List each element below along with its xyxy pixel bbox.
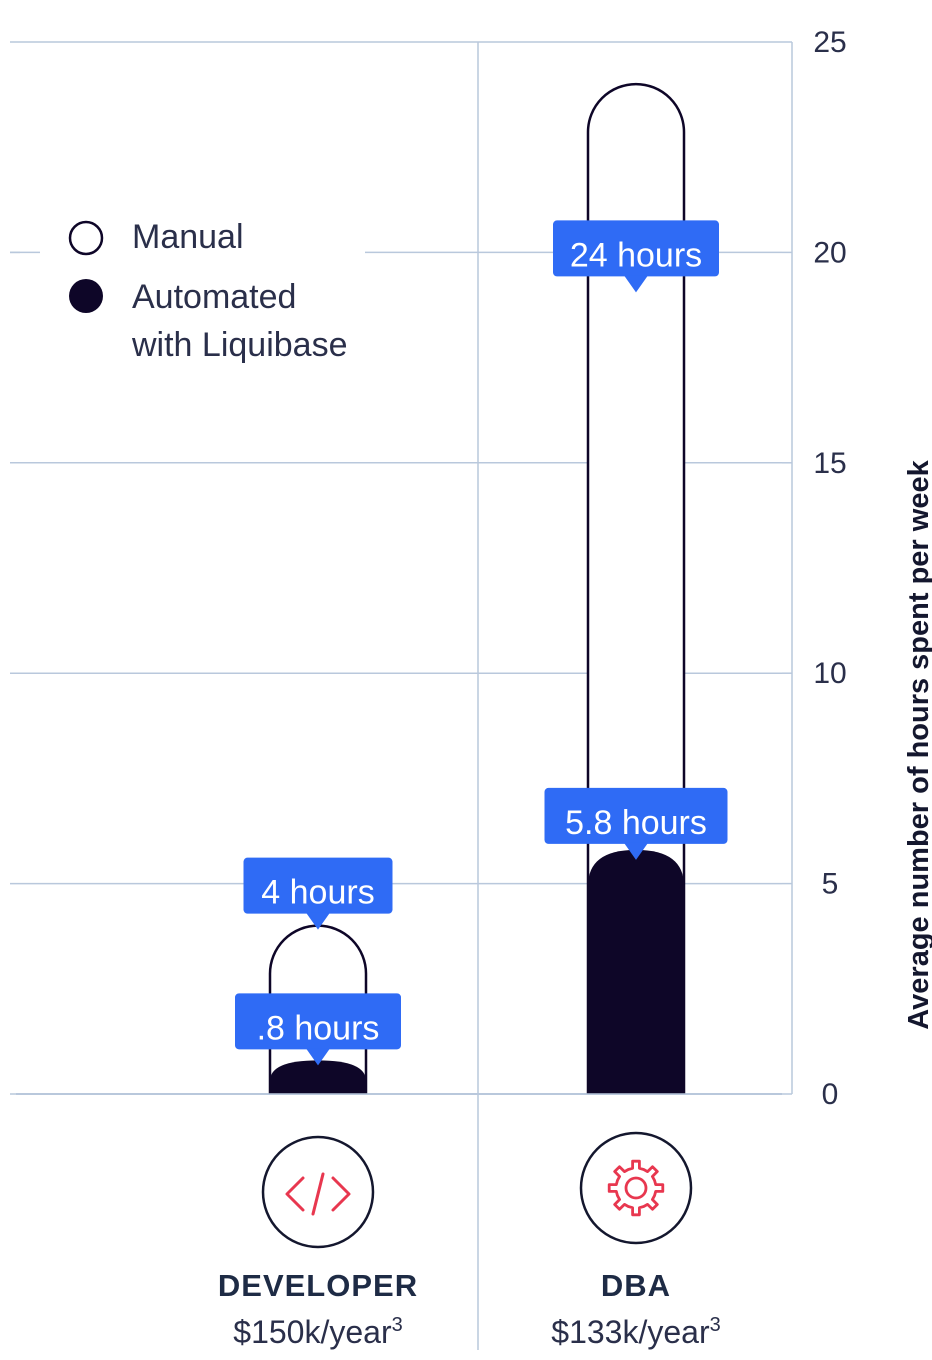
code-icon: [261, 1135, 375, 1249]
tick-label-0: 0: [822, 1078, 839, 1111]
manual-label-dba-box: [553, 220, 719, 277]
role-name-dba: DBA: [601, 1268, 671, 1303]
legend-manual-marker: [68, 220, 104, 256]
legend-automated-label-line1: Automated: [132, 278, 296, 316]
automated-label-dba-pointer: [624, 842, 648, 860]
role-name-developer: DEVELOPER: [218, 1268, 418, 1303]
y-axis-ticks: 0 5 10 15 20 25: [813, 26, 846, 1111]
automated-label-developer-box: [235, 993, 401, 1050]
automated-label-dba: 5.8 hours: [544, 787, 728, 860]
gear-icon: [579, 1131, 693, 1245]
role-salary-developer: $150k/year3: [233, 1314, 402, 1350]
gridlines: [10, 41, 793, 1350]
manual-label-dba: 24 hours: [553, 220, 719, 293]
role-salary-dba: $133k/year3: [551, 1314, 720, 1350]
tick-label-25: 25: [813, 26, 846, 59]
tick-label-15: 15: [813, 447, 846, 480]
legend: Manual Automated with Liquibase: [40, 205, 365, 380]
manual-label-developer-box: [243, 857, 393, 914]
manual-label-developer-pointer: [306, 912, 330, 930]
legend-automated-marker: [69, 279, 103, 313]
manual-label-dba-text: 24 hours: [570, 236, 702, 274]
automated-label-developer: .8 hours: [235, 993, 401, 1066]
manual-label-dba-pointer: [624, 275, 648, 293]
automated-label-dba-box: [544, 787, 728, 844]
tick-label-10: 10: [813, 657, 846, 690]
automated-label-developer-pointer: [306, 1048, 330, 1066]
legend-automated-label-line2: with Liquibase: [131, 326, 347, 364]
automated-label-developer-text: .8 hours: [257, 1009, 380, 1047]
y-axis-title: Average number of hours spent per week: [903, 459, 932, 1029]
manual-label-developer-text: 4 hours: [261, 874, 374, 912]
tick-label-5: 5: [822, 868, 839, 901]
manual-label-developer: 4 hours: [243, 857, 393, 930]
automated-bar-dba: [588, 849, 684, 1092]
data-labels: 4 hours .8 hours 24 hours 5.8 hours: [235, 220, 728, 1066]
legend-manual-label: Manual: [132, 218, 244, 256]
automated-label-dba-text: 5.8 hours: [565, 804, 707, 842]
tick-label-20: 20: [813, 236, 846, 269]
automated-bar-developer: [270, 1060, 366, 1092]
